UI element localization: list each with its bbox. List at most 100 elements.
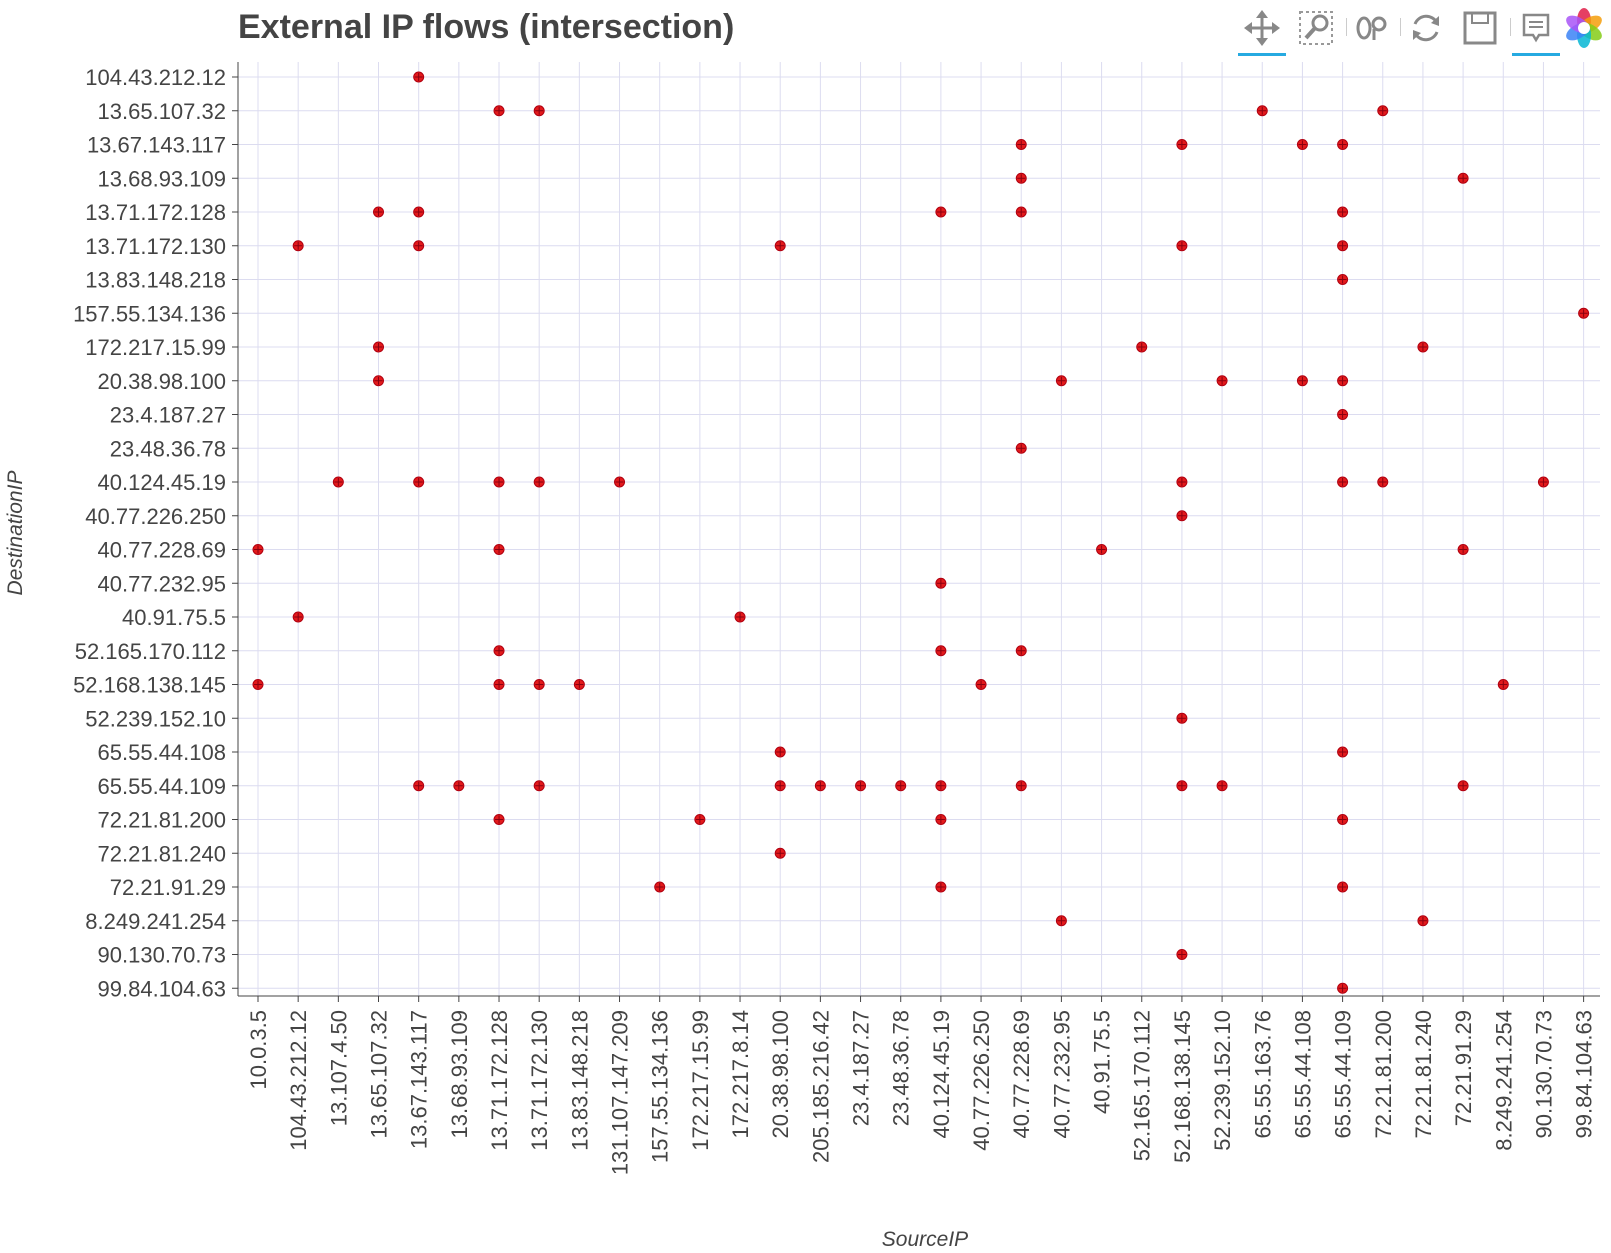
data-point[interactable] xyxy=(1337,881,1349,893)
data-point[interactable] xyxy=(493,645,505,657)
data-point[interactable] xyxy=(935,577,947,589)
data-point[interactable] xyxy=(1256,105,1268,117)
x-tick-label: 172.217.8.14 xyxy=(728,1010,753,1138)
data-point[interactable] xyxy=(1055,375,1067,387)
data-point[interactable] xyxy=(935,814,947,825)
wheel-zoom-tool-button[interactable] xyxy=(1352,8,1392,48)
data-point[interactable] xyxy=(1055,915,1067,927)
data-point[interactable] xyxy=(1216,375,1228,387)
chart-title: External IP flows (intersection) xyxy=(238,8,735,46)
data-point[interactable] xyxy=(1497,679,1509,690)
reset-tool-button[interactable] xyxy=(1406,8,1446,48)
data-point[interactable] xyxy=(935,645,947,657)
data-point[interactable] xyxy=(1337,409,1349,420)
data-point[interactable] xyxy=(533,679,545,690)
data-point[interactable] xyxy=(774,240,786,252)
data-point[interactable] xyxy=(935,881,947,893)
data-point[interactable] xyxy=(1176,510,1188,522)
data-point[interactable] xyxy=(1296,139,1308,150)
data-point[interactable] xyxy=(493,814,505,825)
data-point[interactable] xyxy=(1296,375,1308,387)
hover-tool-button[interactable] xyxy=(1512,8,1560,56)
data-point[interactable] xyxy=(1015,172,1027,184)
data-point[interactable] xyxy=(413,240,425,252)
data-point[interactable] xyxy=(1337,746,1349,758)
data-point[interactable] xyxy=(1176,780,1188,792)
bokeh-logo-button[interactable] xyxy=(1564,8,1604,48)
data-point[interactable] xyxy=(573,679,585,690)
data-point[interactable] xyxy=(292,240,304,252)
data-point[interactable] xyxy=(252,544,264,555)
data-point[interactable] xyxy=(1176,139,1188,150)
data-point[interactable] xyxy=(855,780,867,792)
data-point[interactable] xyxy=(373,341,385,353)
pan-tool-button[interactable] xyxy=(1238,8,1286,56)
data-point[interactable] xyxy=(1578,307,1590,319)
data-point[interactable] xyxy=(654,881,666,893)
data-point[interactable] xyxy=(533,780,545,792)
data-point[interactable] xyxy=(774,847,786,859)
x-tick-label: 13.68.93.109 xyxy=(447,1010,472,1138)
data-point[interactable] xyxy=(1457,544,1469,555)
axes xyxy=(237,62,1600,997)
data-point[interactable] xyxy=(694,814,706,825)
data-point[interactable] xyxy=(1417,341,1429,353)
data-point[interactable] xyxy=(1015,645,1027,657)
data-point[interactable] xyxy=(1176,476,1188,488)
data-point[interactable] xyxy=(1015,206,1027,218)
data-point[interactable] xyxy=(1015,139,1027,150)
data-point[interactable] xyxy=(975,679,987,690)
data-point[interactable] xyxy=(935,780,947,792)
data-point[interactable] xyxy=(734,611,746,623)
data-point[interactable] xyxy=(413,780,425,792)
grid xyxy=(238,62,1600,996)
data-point[interactable] xyxy=(774,780,786,792)
data-point[interactable] xyxy=(453,780,465,792)
data-point[interactable] xyxy=(493,544,505,555)
data-point[interactable] xyxy=(292,611,304,623)
x-tick-label: 205.185.216.42 xyxy=(808,1010,833,1163)
data-point[interactable] xyxy=(493,105,505,117)
data-point[interactable] xyxy=(493,679,505,690)
data-point[interactable] xyxy=(895,780,907,792)
data-point[interactable] xyxy=(252,679,264,690)
data-point[interactable] xyxy=(1337,814,1349,825)
data-point[interactable] xyxy=(814,780,826,792)
data-point[interactable] xyxy=(1337,139,1349,150)
data-point[interactable] xyxy=(1176,712,1188,724)
data-point[interactable] xyxy=(1377,105,1389,117)
data-point[interactable] xyxy=(493,476,505,488)
data-point[interactable] xyxy=(1176,240,1188,252)
data-point[interactable] xyxy=(1537,476,1549,488)
data-point[interactable] xyxy=(533,476,545,488)
data-point[interactable] xyxy=(935,206,947,218)
data-point[interactable] xyxy=(413,71,425,83)
data-point[interactable] xyxy=(1015,442,1027,454)
data-point[interactable] xyxy=(1136,341,1148,353)
data-point[interactable] xyxy=(413,476,425,488)
data-point[interactable] xyxy=(1216,780,1228,792)
data-point[interactable] xyxy=(1337,240,1349,252)
data-point[interactable] xyxy=(774,746,786,758)
data-point[interactable] xyxy=(1457,780,1469,792)
data-point[interactable] xyxy=(1377,476,1389,488)
data-point[interactable] xyxy=(1417,915,1429,927)
data-point[interactable] xyxy=(1337,206,1349,218)
data-point[interactable] xyxy=(332,476,344,488)
data-point[interactable] xyxy=(1015,780,1027,792)
data-point[interactable] xyxy=(373,206,385,218)
data-point[interactable] xyxy=(614,476,626,488)
data-point[interactable] xyxy=(533,105,545,117)
data-point[interactable] xyxy=(1457,172,1469,184)
data-point[interactable] xyxy=(413,206,425,218)
box-zoom-tool-button[interactable] xyxy=(1296,8,1336,48)
data-point[interactable] xyxy=(1176,949,1188,960)
data-point[interactable] xyxy=(1337,375,1349,387)
save-tool-button[interactable] xyxy=(1460,8,1500,48)
data-point[interactable] xyxy=(1337,982,1349,994)
data-point[interactable] xyxy=(373,375,385,387)
data-point[interactable] xyxy=(1337,476,1349,488)
data-point[interactable] xyxy=(1337,274,1349,285)
data-point[interactable] xyxy=(1096,544,1108,555)
